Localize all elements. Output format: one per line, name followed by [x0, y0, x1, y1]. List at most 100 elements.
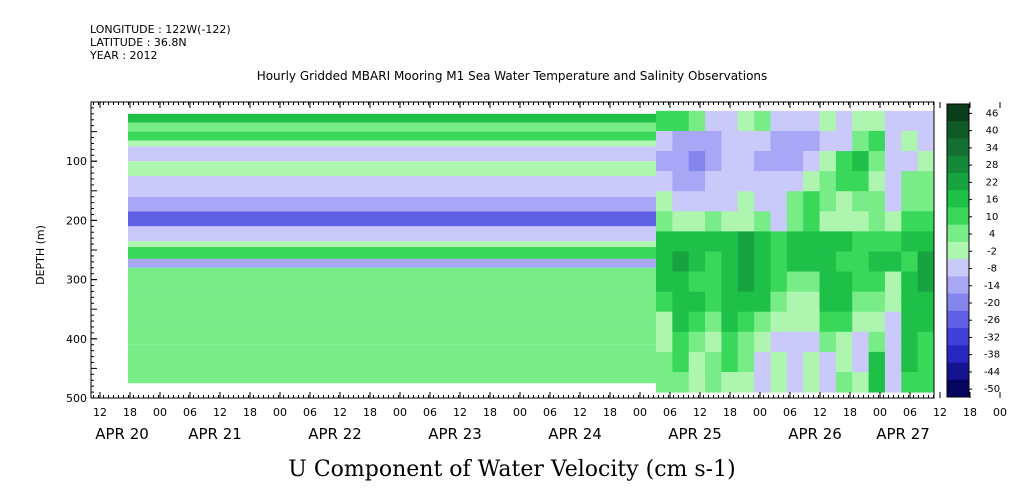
x-hour-label: 18: [483, 406, 497, 419]
grid-cell: [819, 231, 837, 252]
grid-cell: [786, 130, 804, 152]
grid-cell: [852, 110, 870, 132]
grid-cell: [852, 331, 870, 353]
grid-cell: [803, 231, 821, 252]
grid-cell: [835, 151, 853, 172]
grid-cell: [835, 171, 853, 192]
grid-cell: [770, 331, 788, 353]
grid-cell: [786, 151, 804, 172]
grid-cell: [884, 171, 902, 192]
colorbar-label: 34: [986, 143, 999, 154]
grid-cell: [901, 251, 919, 273]
grid-cell: [835, 371, 853, 393]
grid-cell: [803, 371, 821, 393]
grid-cell: [884, 251, 902, 273]
grid-cell: [868, 351, 886, 373]
grid-cell: [852, 211, 870, 232]
grid-cell: [901, 110, 919, 132]
band-cell: [128, 146, 656, 162]
grid-cell: [688, 251, 706, 273]
grid-cell: [819, 110, 837, 132]
grid-cell: [819, 251, 837, 273]
grid-cell: [656, 271, 673, 293]
grid-cell: [901, 271, 919, 293]
grid-cell: [803, 271, 821, 293]
grid-cell: [786, 171, 804, 192]
grid-cell: [868, 311, 886, 333]
band-cell: [128, 176, 656, 197]
colorbar-label: -26: [984, 315, 1000, 326]
grid-cell: [754, 110, 771, 132]
latitude-label: LATITUDE : 36.8N: [90, 36, 187, 49]
y-tick-label: 300: [66, 274, 87, 287]
grid-cell: [917, 211, 935, 232]
grid-cell: [754, 291, 771, 313]
grid-cell: [868, 171, 886, 192]
x-hour-label: 18: [723, 406, 737, 419]
grid-cell: [754, 351, 771, 373]
grid-cell: [656, 191, 673, 212]
grid-cell: [852, 271, 870, 293]
band-cell: [128, 196, 656, 212]
grid-cell: [770, 311, 788, 333]
grid-cell: [852, 151, 870, 172]
colorbar-swatch: [947, 224, 969, 243]
grid-cell: [656, 130, 673, 152]
colorbar-swatch: [947, 155, 969, 174]
colorbar-label: 10: [986, 212, 999, 223]
grid-cell: [917, 151, 935, 172]
grid-cell: [737, 311, 755, 333]
grid-cell: [917, 231, 935, 252]
grid-cell: [754, 311, 771, 333]
colorbar-label: -2: [987, 246, 997, 257]
grid-cell: [868, 371, 886, 393]
x-hour-label: 06: [663, 406, 677, 419]
grid-cell: [819, 171, 837, 192]
grid-cell: [754, 130, 771, 152]
grid-cell: [884, 110, 902, 132]
grid-cell: [737, 331, 755, 353]
grid-cell: [770, 110, 788, 132]
grid-cell: [705, 110, 722, 132]
grid-cell: [835, 251, 853, 273]
grid-cell: [656, 211, 673, 232]
grid-cell: [884, 151, 902, 172]
grid-cell: [688, 211, 706, 232]
grid-cell: [705, 291, 722, 313]
grid-cell: [803, 130, 821, 152]
x-date-label: APR 24: [548, 425, 602, 443]
grid-cell: [786, 351, 804, 373]
colorbar-label: -8: [987, 264, 997, 275]
grid-cell: [770, 211, 788, 232]
grid-cell: [884, 211, 902, 232]
grid-cell: [754, 151, 771, 172]
x-hour-label: 00: [153, 406, 167, 419]
grid-cell: [770, 231, 788, 252]
grid-cell: [656, 351, 673, 373]
grid-cell: [754, 231, 771, 252]
grid-cell: [672, 130, 690, 152]
colorbar-swatch: [947, 293, 969, 312]
grid-cell: [737, 351, 755, 373]
grid-cell: [656, 171, 673, 192]
grid-cell: [786, 110, 804, 132]
grid-cell: [884, 130, 902, 152]
band-cell: [128, 161, 656, 176]
grid-cell: [754, 251, 771, 273]
grid-cell: [770, 291, 788, 313]
grid-cell: [705, 130, 722, 152]
colorbar-swatch: [947, 121, 969, 139]
x-hour-label: 06: [543, 406, 557, 419]
grid-cell: [721, 231, 739, 252]
x-hour-label: 18: [843, 406, 857, 419]
grid-cell: [901, 291, 919, 313]
grid-cell: [901, 211, 919, 232]
colorbar-label: 4: [989, 229, 995, 240]
grid-cell: [852, 231, 870, 252]
grid-cell: [721, 331, 739, 353]
colorbar-swatch: [947, 328, 969, 346]
band-cell: [128, 258, 656, 268]
grid-cell: [852, 251, 870, 273]
grid-cell: [901, 151, 919, 172]
colorbar-label: -14: [984, 281, 1000, 292]
